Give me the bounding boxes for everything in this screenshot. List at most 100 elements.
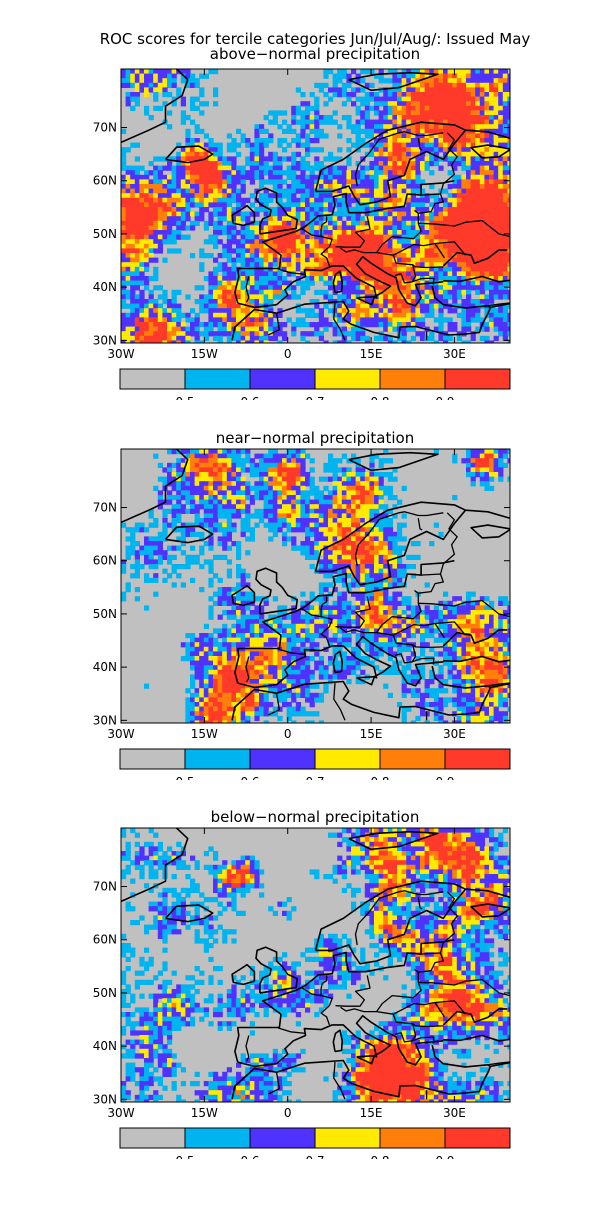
coastline (121, 828, 189, 903)
country-border (439, 563, 444, 575)
coastline (356, 675, 376, 686)
country-border (394, 644, 417, 664)
colorbar-label: 0.6 (240, 775, 259, 780)
score-field (121, 449, 510, 723)
country-border (411, 657, 435, 665)
coastline (164, 145, 214, 164)
coastline (443, 1034, 510, 1042)
lat-tick-label: 60N (93, 554, 117, 568)
coastline (332, 650, 344, 674)
colorbar-label: 0.8 (370, 1154, 389, 1159)
coastline (348, 451, 439, 472)
lat-tick-label: 30N (93, 1092, 117, 1106)
country-border (245, 656, 250, 683)
coastline (255, 567, 299, 615)
map-frame (120, 68, 511, 344)
colorbar-swatch (119, 1127, 186, 1149)
coastline (332, 270, 344, 294)
lat-tick-label: 40N (93, 1039, 117, 1053)
lat-tick-label: 60N (93, 933, 117, 947)
country-border (418, 573, 444, 594)
country-border (340, 589, 422, 634)
country-border (509, 279, 510, 280)
country-border (394, 1023, 417, 1043)
country-border (301, 228, 333, 267)
country-border (418, 952, 444, 973)
coastline (237, 255, 444, 309)
country-border (340, 968, 422, 1013)
coastline (121, 69, 189, 144)
country-border (439, 183, 444, 195)
country-border (487, 682, 510, 687)
country-border (320, 596, 328, 617)
colorbar-label: 0.5 (175, 395, 194, 400)
country-border (376, 242, 445, 259)
coastline (234, 559, 455, 684)
coastline (231, 1059, 492, 1100)
country-border (442, 512, 458, 565)
lat-tick-label: 70N (93, 501, 117, 515)
panel-above-normal: 30W 15W 0 15E 30E 70N 60N 50N 40N 30N 0.5 0.6 0.7 0.8… (93, 68, 511, 400)
country-border (376, 622, 445, 639)
lat-tick-label: 40N (93, 660, 117, 674)
country-border (320, 975, 328, 996)
colorbar-swatch (379, 1127, 446, 1149)
colorbar-swatch (444, 368, 511, 390)
country-border (392, 254, 444, 269)
panel-near-normal: 30W 15W 0 15E 30E 70N 60N 50N 40N 30N 0.5 0.6 0.7 0.8… (93, 448, 511, 780)
country-border (417, 897, 423, 910)
lon-tick-label: 30W (107, 727, 134, 741)
coastline (465, 888, 510, 918)
colorbar-label: 0.9 (435, 1154, 454, 1159)
country-border (354, 890, 444, 946)
country-border (509, 1038, 510, 1039)
lat-tick-label: 50N (93, 607, 117, 621)
lon-tick-label: 30E (443, 727, 466, 741)
country-border (376, 1001, 445, 1018)
coastline (231, 584, 256, 607)
lon-tick-label: 0 (284, 347, 292, 361)
lon-tick-label: 15W (191, 347, 218, 361)
country-border (418, 219, 510, 238)
lon-tick-label: 15E (360, 347, 383, 361)
coastline (442, 249, 508, 267)
score-field (121, 828, 510, 1102)
country-border (434, 1000, 466, 1015)
colorbar-swatch (314, 1127, 381, 1149)
lat-tick-label: 50N (93, 986, 117, 1000)
colorbar-swatch (249, 1127, 316, 1149)
country-border (333, 303, 346, 341)
country-border (278, 268, 306, 276)
lat-tick-label: 30N (93, 713, 117, 727)
colorbar-swatch (444, 748, 511, 770)
lat-tick-label: 70N (93, 880, 117, 894)
country-border (434, 241, 466, 256)
panel-title-near: near−normal precipitation (215, 429, 415, 447)
country-border (245, 1035, 250, 1062)
coastline (314, 121, 467, 206)
country-border (434, 621, 466, 636)
country-border (320, 216, 328, 237)
colorbar-label: 0.5 (175, 1154, 194, 1159)
lon-tick-label: 30W (107, 347, 134, 361)
coastline (348, 71, 439, 92)
country-border (333, 683, 346, 721)
lon-tick-label: 15E (360, 727, 383, 741)
coastline (314, 501, 467, 586)
coastline (314, 880, 467, 965)
colorbar-swatch (184, 1127, 251, 1149)
country-border (301, 987, 333, 1026)
score-field (121, 69, 510, 343)
lat-tick-label: 50N (93, 227, 117, 241)
lat-tick-label: 40N (93, 280, 117, 294)
country-border (335, 975, 371, 1007)
country-border (335, 596, 371, 628)
country-border (392, 1013, 444, 1028)
coastline (231, 204, 256, 227)
lat-tick-label: 60N (93, 174, 117, 188)
panel-title-below: below−normal precipitation (210, 808, 420, 826)
country-border (417, 138, 423, 151)
country-border (439, 942, 444, 954)
coastline (356, 1054, 376, 1065)
